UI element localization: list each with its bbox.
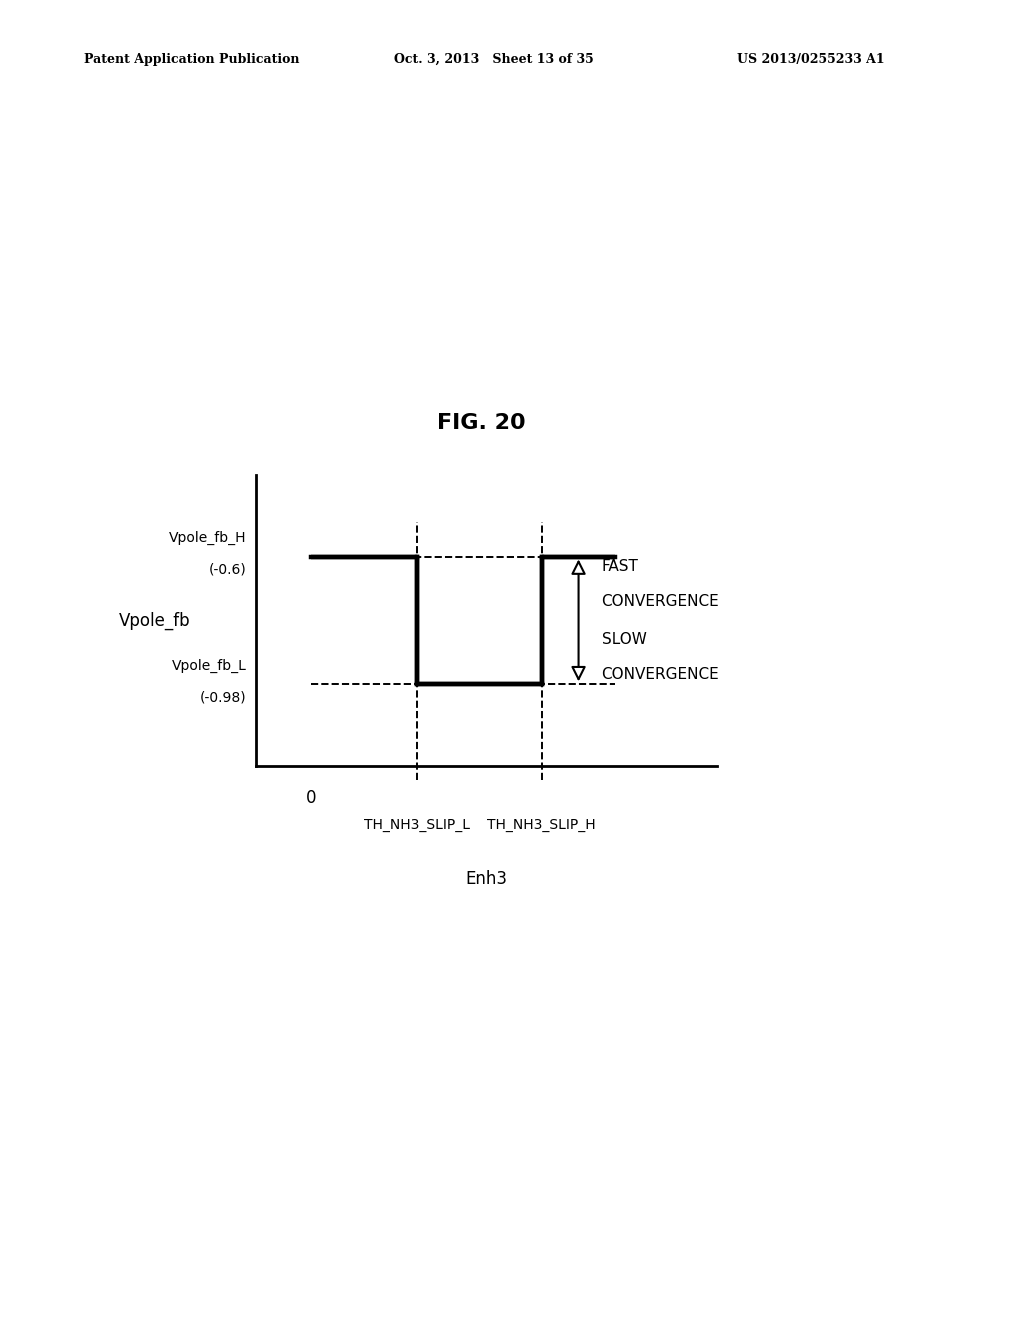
Text: US 2013/0255233 A1: US 2013/0255233 A1 — [737, 53, 885, 66]
Text: (-0.6): (-0.6) — [209, 562, 247, 577]
Text: CONVERGENCE: CONVERGENCE — [601, 594, 719, 610]
Text: SLOW: SLOW — [601, 632, 646, 647]
Text: CONVERGENCE: CONVERGENCE — [601, 667, 719, 682]
Text: FAST: FAST — [601, 560, 639, 574]
Text: Vpole_fb: Vpole_fb — [119, 611, 190, 630]
Text: Patent Application Publication: Patent Application Publication — [84, 53, 299, 66]
Text: Oct. 3, 2013   Sheet 13 of 35: Oct. 3, 2013 Sheet 13 of 35 — [394, 53, 594, 66]
Text: Vpole_fb_L: Vpole_fb_L — [172, 659, 247, 673]
Text: (-0.98): (-0.98) — [200, 690, 247, 704]
Text: 0: 0 — [306, 789, 316, 807]
Text: TH_NH3_SLIP_L: TH_NH3_SLIP_L — [365, 818, 470, 832]
Text: FIG. 20: FIG. 20 — [437, 413, 525, 433]
Text: Enh3: Enh3 — [465, 870, 508, 888]
Text: TH_NH3_SLIP_H: TH_NH3_SLIP_H — [487, 818, 596, 832]
Text: Vpole_fb_H: Vpole_fb_H — [169, 531, 247, 545]
